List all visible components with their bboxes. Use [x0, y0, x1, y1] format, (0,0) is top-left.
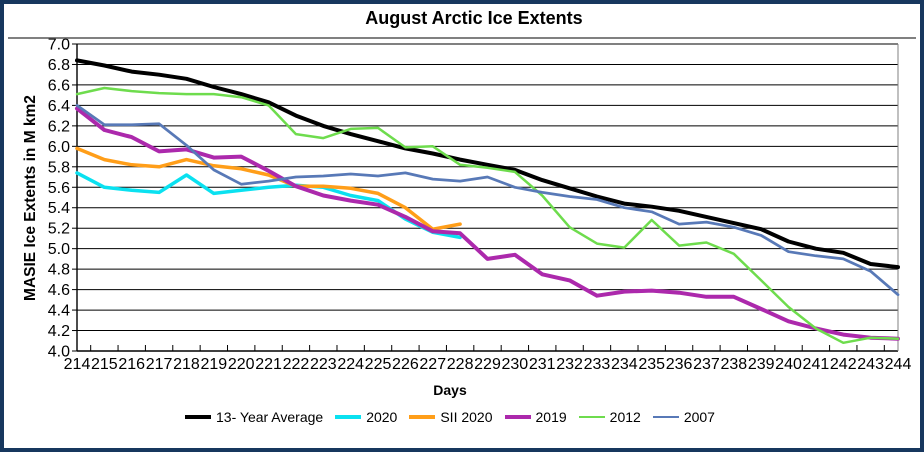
y-tick-label: 7.0	[48, 37, 70, 54]
x-tick-label: 225	[365, 356, 392, 373]
y-tick-label: 6.0	[48, 139, 70, 156]
title-separator-line	[8, 37, 916, 39]
x-tick-label: 234	[611, 356, 638, 373]
x-tick-label: 216	[118, 356, 145, 373]
legend-label: 2007	[683, 409, 715, 425]
legend-item-2019: 2019	[504, 409, 567, 425]
y-axis-title: MASIE Ice Extents in M km2	[22, 95, 39, 301]
x-tick-label: 236	[666, 356, 693, 373]
legend-item-2012: 2012	[578, 409, 641, 425]
y-tick-label: 4.8	[48, 262, 70, 279]
x-tick-label: 228	[447, 356, 474, 373]
x-tick-label: 226	[392, 356, 419, 373]
x-tick-label: 242	[830, 356, 857, 373]
y-tick-label: 5.2	[48, 221, 70, 238]
x-tick-label: 232	[556, 356, 583, 373]
x-tick-label: 229	[474, 356, 501, 373]
legend-label: SII 2020	[440, 409, 493, 425]
legend-swatch-line	[185, 415, 212, 419]
legend-swatch-line	[409, 415, 436, 419]
series-line-sii-2020	[75, 146, 462, 231]
x-tick-label: 219	[200, 356, 227, 373]
y-tick-label: 4.4	[48, 303, 70, 320]
y-tick-label: 5.6	[48, 180, 70, 197]
y-tick-label: 5.8	[48, 159, 70, 176]
x-tick-label: 244	[885, 356, 912, 373]
x-tick-label: 222	[283, 356, 310, 373]
legend-item-13-year-average: 13- Year Average	[185, 409, 323, 425]
x-tick-label: 239	[748, 356, 775, 373]
y-tick-label: 6.6	[48, 77, 70, 94]
x-tick-label: 214	[64, 356, 91, 373]
x-tick-label: 227	[419, 356, 446, 373]
x-tick-label: 224	[337, 356, 364, 373]
x-tick-label: 235	[638, 356, 665, 373]
y-tick-label: 4.6	[48, 282, 70, 299]
series-line-13-year-average	[75, 58, 900, 270]
x-tick-label: 240	[775, 356, 802, 373]
legend-item-2020: 2020	[335, 409, 397, 425]
x-tick-label: 221	[255, 356, 282, 373]
y-tick-label: 5.4	[48, 200, 70, 217]
y-tick-label: 6.4	[48, 98, 70, 115]
legend-swatch-line	[652, 415, 679, 419]
series-line-2012	[75, 86, 900, 345]
x-tick-label: 237	[693, 356, 720, 373]
legend-swatch-line	[335, 415, 362, 419]
x-tick-label: 243	[857, 356, 884, 373]
legend: 13- Year Average 2020 SII 2020 2019 2012 2007	[0, 404, 900, 430]
x-tick-label: 230	[502, 356, 529, 373]
x-tick-label: 218	[173, 356, 200, 373]
x-tick-label: 223	[310, 356, 337, 373]
legend-label: 13- Year Average	[216, 409, 324, 425]
x-tick-label: 233	[584, 356, 611, 373]
legend-swatch-line	[504, 415, 531, 419]
x-tick-label: 238	[720, 356, 747, 373]
legend-label: 2020	[366, 409, 398, 425]
series-line-2007	[75, 104, 900, 297]
y-tick-label: 4.0	[48, 344, 70, 361]
legend-swatch-line	[578, 415, 605, 419]
chart-title: August Arctic Ice Extents	[365, 8, 583, 28]
y-tick-label: 5.0	[48, 241, 70, 258]
legend-item-2007: 2007	[652, 409, 715, 425]
y-tick-label: 4.2	[48, 323, 70, 340]
x-tick-label: 231	[529, 356, 556, 373]
series-line-2019	[75, 106, 900, 341]
legend-item-sii-2020: SII 2020	[409, 409, 493, 425]
legend-label: 2019	[535, 409, 567, 425]
y-tick-label: 6.2	[48, 118, 70, 135]
x-tick-label: 220	[228, 356, 255, 373]
x-axis-title: Days	[433, 382, 467, 398]
x-tick-label: 217	[146, 356, 173, 373]
x-tick-label: 241	[803, 356, 830, 373]
legend-label: 2012	[609, 409, 641, 425]
y-tick-label: 6.8	[48, 57, 70, 74]
x-tick-label: 215	[91, 356, 118, 373]
